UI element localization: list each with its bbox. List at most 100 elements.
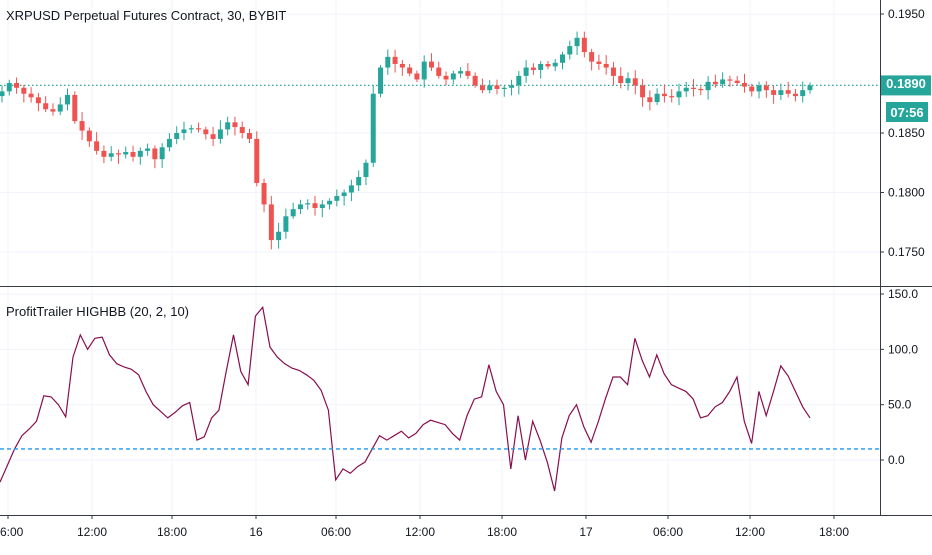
- candle: [392, 49, 398, 73]
- price-tick-label: 0.1750: [888, 245, 925, 259]
- candle-body: [101, 150, 107, 157]
- candle-body: [756, 85, 762, 92]
- candle: [14, 77, 20, 94]
- candle: [756, 81, 762, 99]
- candle-body: [545, 63, 551, 67]
- candle: [428, 53, 434, 71]
- candle: [465, 63, 471, 80]
- candle: [450, 70, 456, 85]
- candle: [305, 199, 311, 210]
- candle-body: [428, 61, 434, 68]
- candle-body: [72, 94, 78, 122]
- candle: [210, 126, 216, 146]
- candle: [443, 71, 449, 86]
- candle: [115, 149, 121, 164]
- candle: [65, 88, 71, 111]
- candle: [217, 120, 223, 144]
- candle: [603, 55, 609, 75]
- candle: [778, 83, 784, 101]
- price-axis[interactable]: 0.1750 0.1800 0.1850 0.1950: [880, 7, 925, 259]
- candle-body: [618, 75, 624, 84]
- candle-body: [334, 196, 340, 201]
- candle: [225, 116, 231, 136]
- time-axis[interactable]: 6:00 12:00 18:00 16 06:00 12:00 18:00 17 06:00 12…: [0, 515, 849, 539]
- candle-body: [763, 85, 769, 91]
- candle: [94, 132, 100, 155]
- candle: [807, 82, 813, 94]
- candle-body: [268, 204, 274, 241]
- candle: [327, 198, 333, 210]
- candle: [239, 121, 245, 139]
- candle-body: [283, 216, 289, 232]
- candle: [640, 79, 646, 107]
- candle: [203, 126, 209, 140]
- candle-body: [589, 52, 595, 62]
- candle: [560, 51, 566, 70]
- candle: [232, 116, 238, 136]
- candle: [290, 202, 296, 219]
- candle: [43, 96, 49, 113]
- candle-body: [610, 67, 616, 76]
- candle-body: [509, 85, 515, 88]
- candle-body: [661, 93, 667, 97]
- candle-body: [363, 162, 369, 178]
- candle: [0, 85, 5, 103]
- candle-body: [683, 87, 689, 92]
- candle-body: [356, 177, 362, 186]
- candle: [341, 189, 347, 206]
- candle-body: [458, 71, 464, 74]
- candle-body: [399, 63, 405, 68]
- candle-body: [800, 90, 806, 97]
- candle-body: [123, 152, 129, 155]
- candle-body: [778, 90, 784, 95]
- indicator-tick-label: 100.0: [888, 342, 918, 356]
- candle: [501, 85, 507, 97]
- time-tick-label: 12:00: [405, 525, 435, 539]
- time-tick-label: 06:00: [653, 525, 683, 539]
- candle-body: [698, 88, 704, 91]
- candle-body: [341, 192, 347, 197]
- candle-body: [596, 61, 602, 64]
- candle: [363, 159, 369, 186]
- time-tick-label: 6:00: [0, 525, 24, 539]
- candle: [297, 199, 303, 215]
- candle: [487, 80, 493, 94]
- indicator-axis[interactable]: 0.0 50.0 100.0 150.0: [880, 287, 918, 467]
- candle: [763, 81, 769, 98]
- candle-body: [771, 90, 777, 95]
- candle-body: [35, 97, 41, 104]
- candle: [538, 61, 544, 79]
- candle: [661, 84, 667, 103]
- candle-body: [6, 83, 12, 92]
- candle: [101, 145, 107, 164]
- candle-body: [443, 75, 449, 80]
- candle: [683, 81, 689, 97]
- candle-body: [196, 128, 202, 130]
- candle: [676, 83, 682, 106]
- candle-body: [254, 138, 260, 183]
- candle: [436, 61, 442, 79]
- indicator-line: [0, 305, 811, 492]
- candle: [123, 146, 129, 159]
- candle-body: [312, 203, 318, 208]
- candle-body: [217, 129, 223, 139]
- candle-body: [261, 182, 267, 205]
- candle: [596, 54, 602, 70]
- candle-body: [494, 85, 500, 89]
- candle: [72, 91, 78, 124]
- candle: [108, 146, 114, 162]
- indicator-series: [0, 305, 880, 492]
- price-tick-label: 0.1950: [888, 7, 925, 21]
- candle-body: [50, 109, 56, 112]
- grid-lines: [0, 0, 880, 515]
- candle-body: [65, 94, 71, 105]
- candle-body: [203, 129, 209, 135]
- candle: [268, 195, 274, 250]
- time-tick-label: 12:00: [77, 525, 107, 539]
- candle-body: [436, 67, 442, 76]
- candle: [792, 88, 798, 102]
- candle-body: [450, 73, 456, 80]
- candle: [174, 126, 180, 145]
- candle-body: [792, 93, 798, 97]
